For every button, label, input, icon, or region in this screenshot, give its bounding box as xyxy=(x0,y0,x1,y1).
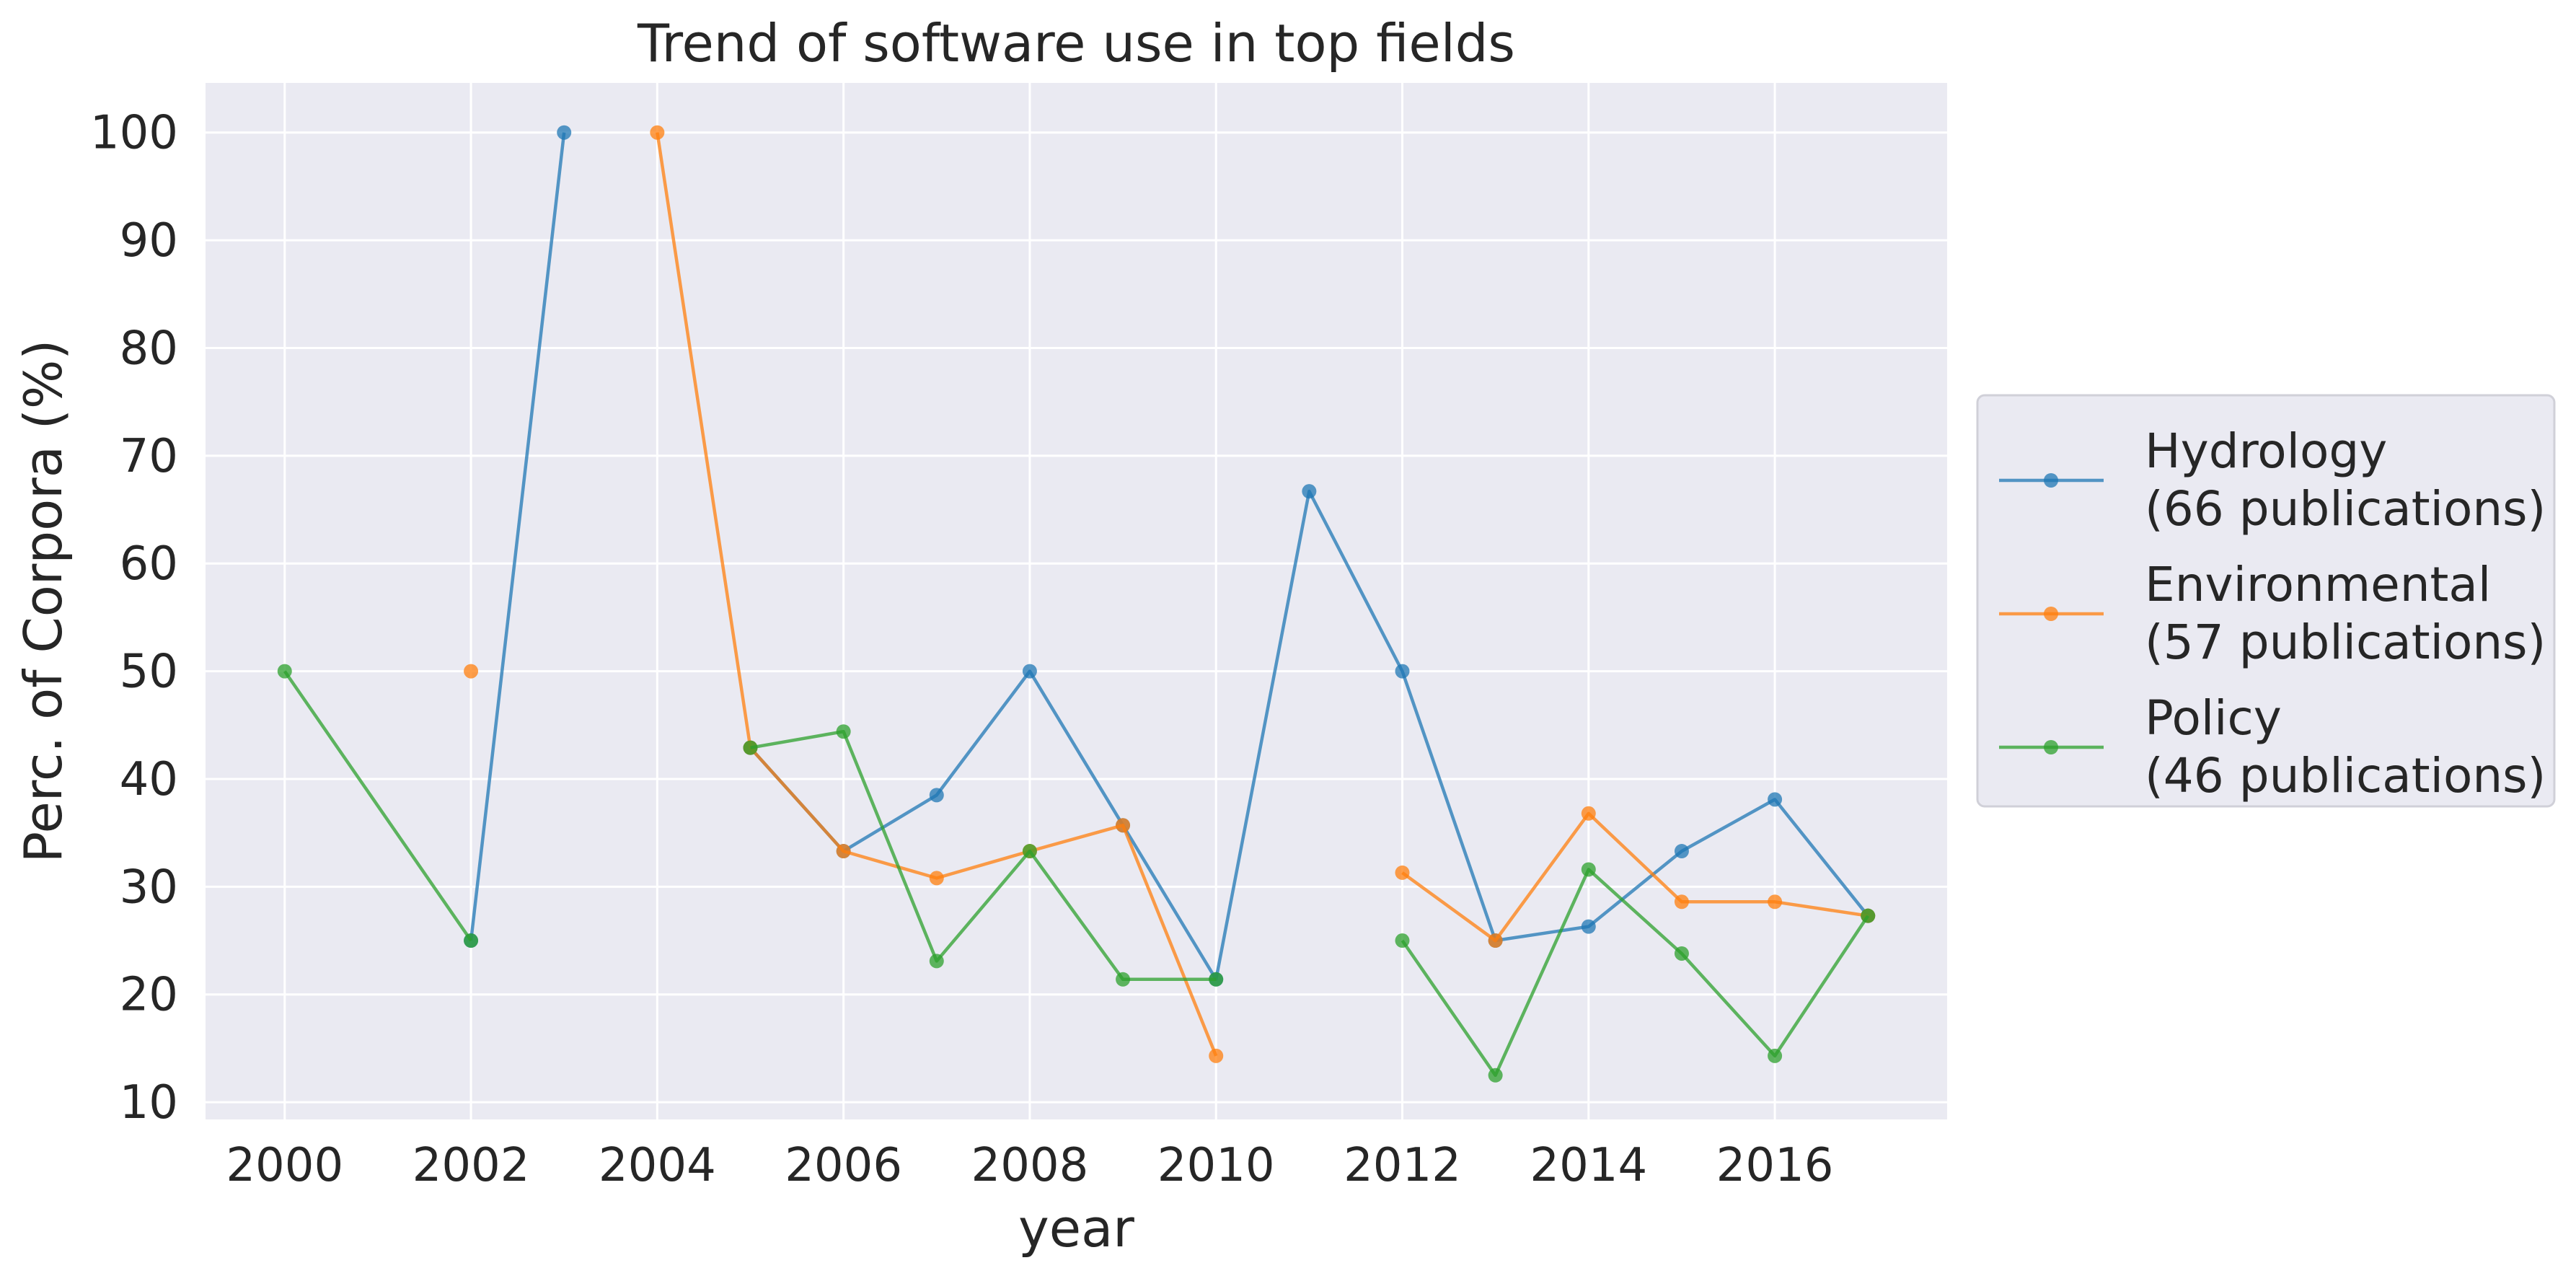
legend-marker xyxy=(2044,607,2058,621)
data-point xyxy=(1488,933,1503,948)
y-tick-label: 90 xyxy=(120,214,178,268)
data-point xyxy=(1022,844,1037,859)
data-point xyxy=(1768,1048,1783,1063)
x-tick-label: 2008 xyxy=(971,1139,1088,1192)
data-point xyxy=(464,664,479,679)
legend-entry: Environmental (57 publications) xyxy=(1999,557,2546,670)
series-line xyxy=(469,132,566,941)
legend: Hydrology (66 publications) Environmental(… xyxy=(1976,394,2556,808)
data-point xyxy=(277,664,292,679)
x-tick-label: 2012 xyxy=(1344,1139,1461,1192)
legend-label: Environmental (57 publications) xyxy=(2145,557,2546,670)
grid-lines xyxy=(206,83,1947,1119)
y-tick-label: 20 xyxy=(120,969,178,1022)
y-tick-label: 80 xyxy=(120,322,178,375)
data-point xyxy=(1395,664,1410,679)
x-tick-label: 2002 xyxy=(413,1139,530,1192)
legend-marker xyxy=(2044,740,2058,754)
legend-label: Hydrology (66 publications) xyxy=(2145,423,2546,537)
y-tick-label: 70 xyxy=(120,430,178,483)
x-tick-label: 2010 xyxy=(1157,1139,1275,1192)
data-point xyxy=(1209,1048,1224,1063)
data-point xyxy=(1581,919,1596,934)
y-tick-label: 30 xyxy=(120,860,178,914)
data-point xyxy=(650,125,665,140)
x-tick-labels: 2000 2002 2004 2006 2008 2010 2012 2014 2016 xyxy=(226,1139,1833,1192)
data-point xyxy=(1674,894,1689,910)
series-line xyxy=(283,670,472,942)
data-point xyxy=(1674,844,1689,859)
x-tick-label: 2016 xyxy=(1716,1139,1834,1192)
x-tick-label: 2000 xyxy=(226,1139,343,1192)
data-point xyxy=(1395,865,1410,880)
data-point xyxy=(1302,484,1317,499)
data-point xyxy=(464,933,479,948)
series-line xyxy=(1401,811,1869,943)
y-tick-labels: 10 20 30 40 50 60 70 80 90 100 xyxy=(90,107,178,1130)
series-3 xyxy=(277,664,1876,1083)
legend-entry: Hydrology (66 publications) xyxy=(1999,423,2546,537)
series-lines xyxy=(277,125,1876,1083)
y-tick-label: 100 xyxy=(90,107,178,160)
y-tick-label: 50 xyxy=(120,646,178,699)
y-axis-label: Perc. of Corpora (%) xyxy=(13,340,74,863)
y-tick-label: 40 xyxy=(120,753,178,806)
x-tick-label: 2004 xyxy=(599,1139,716,1192)
legend-box xyxy=(1976,394,2556,808)
legend-marker xyxy=(2044,473,2058,488)
series-line xyxy=(750,729,1217,982)
series-line xyxy=(1401,868,1870,1078)
data-point xyxy=(1209,972,1224,987)
data-point xyxy=(929,954,944,969)
data-point xyxy=(557,125,572,140)
legend-label: Policy (46 publications) xyxy=(2145,690,2546,804)
data-point xyxy=(929,871,944,886)
data-point xyxy=(1768,894,1783,910)
data-point xyxy=(743,740,758,755)
data-point xyxy=(1488,1068,1503,1083)
x-axis-label: year xyxy=(1018,1198,1134,1259)
data-point xyxy=(1768,792,1783,807)
data-point xyxy=(929,788,944,803)
data-point xyxy=(1116,972,1131,987)
data-point xyxy=(1395,933,1410,948)
data-point xyxy=(1116,818,1131,833)
data-point xyxy=(1022,664,1037,679)
y-tick-label: 60 xyxy=(120,537,178,591)
plot-background xyxy=(206,83,1947,1119)
x-tick-label: 2006 xyxy=(785,1139,902,1192)
chart-title: Trend of software use in top fields xyxy=(637,13,1515,74)
data-point xyxy=(836,844,851,859)
data-point xyxy=(836,724,851,739)
data-point xyxy=(1581,806,1596,821)
data-point xyxy=(1674,946,1689,961)
data-point xyxy=(1581,862,1596,877)
y-tick-label: 10 xyxy=(120,1076,178,1130)
legend-entry: Policy (46 publications) xyxy=(1999,690,2546,804)
x-tick-label: 2014 xyxy=(1530,1139,1647,1192)
data-point xyxy=(1861,908,1876,923)
